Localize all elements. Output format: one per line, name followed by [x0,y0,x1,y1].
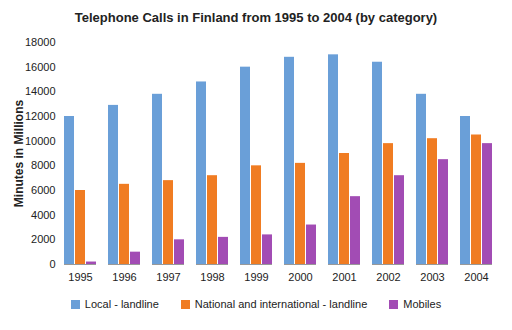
svg-text:10000: 10000 [25,135,56,147]
svg-text:2002: 2002 [376,271,400,283]
svg-text:4000: 4000 [31,209,55,221]
svg-text:0: 0 [49,258,55,270]
svg-text:12000: 12000 [25,110,56,122]
svg-text:1999: 1999 [244,271,268,283]
svg-text:2004: 2004 [464,271,488,283]
html-text:National and international - l: National and international - landline [194,298,368,310]
svg-text:14000: 14000 [25,85,56,97]
svg-text:6000: 6000 [31,184,55,196]
svg-text:2000: 2000 [288,271,312,283]
svg-text:1997: 1997 [156,271,180,283]
svg-text:1995: 1995 [68,271,92,283]
svg-text:Minutes in Millions: Minutes in Millions [12,100,26,208]
svg-text:8000: 8000 [31,159,55,171]
svg-text:18000: 18000 [25,36,56,48]
html-text:Mobiles: Mobiles [403,298,442,310]
svg-text:2000: 2000 [31,233,55,245]
svg-text:1996: 1996 [112,271,136,283]
svg-text:2003: 2003 [420,271,444,283]
svg-text:16000: 16000 [25,61,56,73]
html-text:Local - landline: Local - landline [84,298,159,310]
svg-text:2001: 2001 [332,271,356,283]
html-text:Telephone Calls in Finland fro: Telephone Calls in Finland from 1995 to … [74,10,438,25]
svg-text:1998: 1998 [200,271,224,283]
